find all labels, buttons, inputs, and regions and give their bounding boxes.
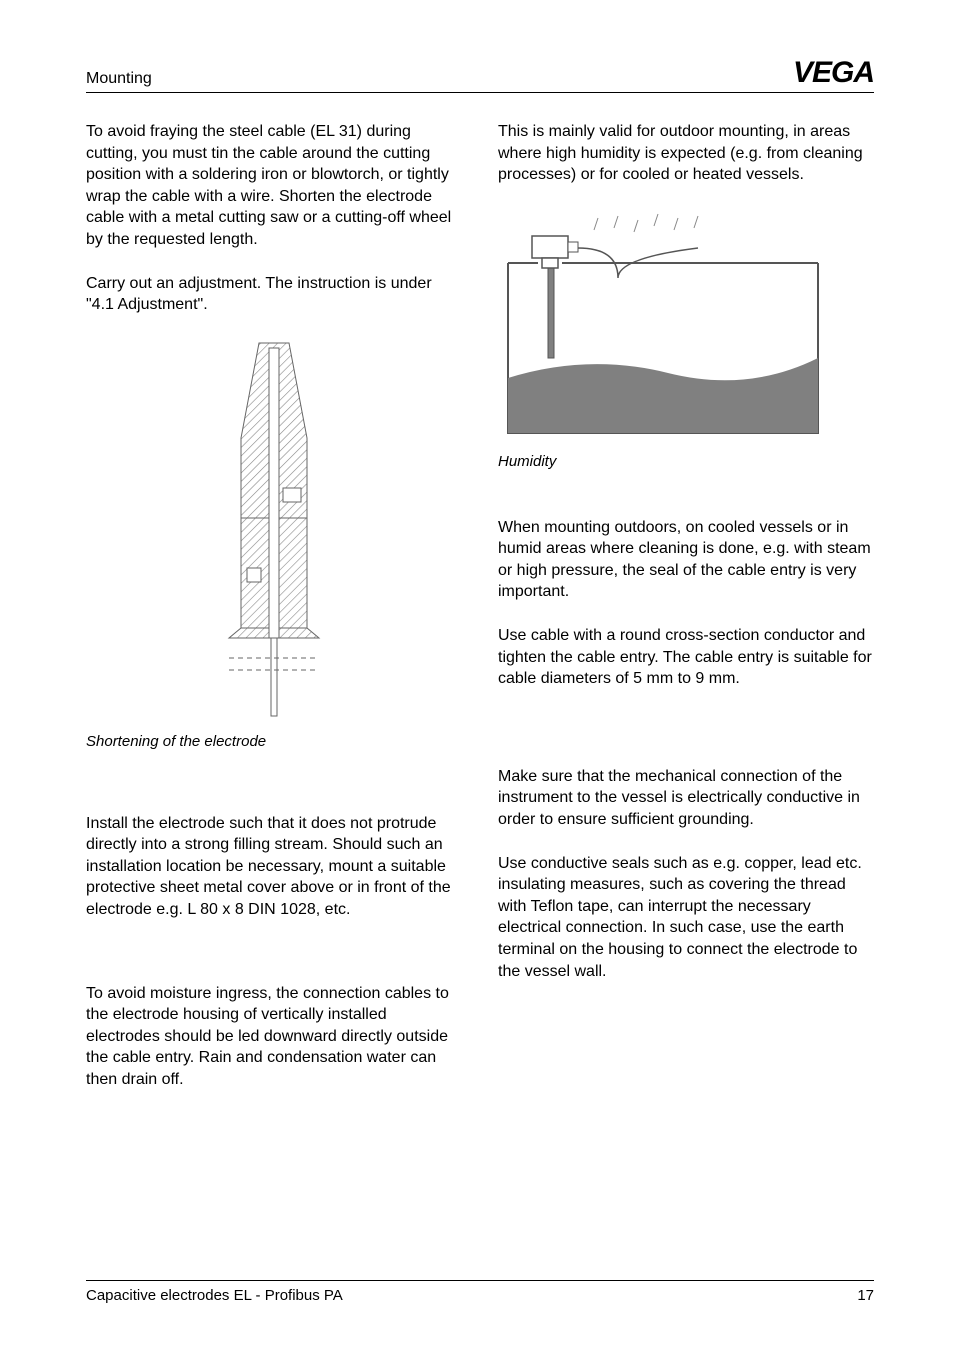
left-column: To avoid fraying the steel cable (EL 31)… <box>86 121 462 1113</box>
spacer <box>498 712 874 766</box>
right-column: This is mainly valid for outdoor mountin… <box>498 121 874 1113</box>
vega-logo: VEGA <box>793 58 874 88</box>
electrode-diagram <box>189 338 359 718</box>
right-p2: When mounting outdoors, on cooled vessel… <box>498 517 874 603</box>
left-p2: Carry out an adjustment. The instruction… <box>86 273 462 316</box>
right-p1: This is mainly valid for outdoor mountin… <box>498 121 874 186</box>
right-p3: Use cable with a round cross-section con… <box>498 625 874 690</box>
humidity-diagram <box>498 208 828 438</box>
page-footer: Capacitive electrodes EL - Profibus PA 1… <box>86 1280 874 1304</box>
footer-doc-title: Capacitive electrodes EL - Profibus PA <box>86 1287 343 1304</box>
page-header: Mounting VEGA <box>86 58 874 93</box>
figure-2-caption: Humidity <box>498 452 874 472</box>
figure-1 <box>86 338 462 725</box>
right-p4: Make sure that the mechanical connection… <box>498 766 874 831</box>
spacer <box>86 943 462 983</box>
left-p1: To avoid fraying the steel cable (EL 31)… <box>86 121 462 251</box>
footer-page-number: 17 <box>857 1287 874 1304</box>
figure-2 <box>498 208 874 445</box>
figure-1-caption: Shortening of the electrode <box>86 732 462 752</box>
left-p4: To avoid moisture ingress, the connectio… <box>86 983 462 1091</box>
section-title: Mounting <box>86 70 152 88</box>
page: Mounting VEGA To avoid fraying the steel… <box>0 0 954 1354</box>
content-columns: To avoid fraying the steel cable (EL 31)… <box>86 121 874 1113</box>
left-p3: Install the electrode such that it does … <box>86 813 462 921</box>
right-p5: Use conductive seals such as e.g. copper… <box>498 853 874 983</box>
